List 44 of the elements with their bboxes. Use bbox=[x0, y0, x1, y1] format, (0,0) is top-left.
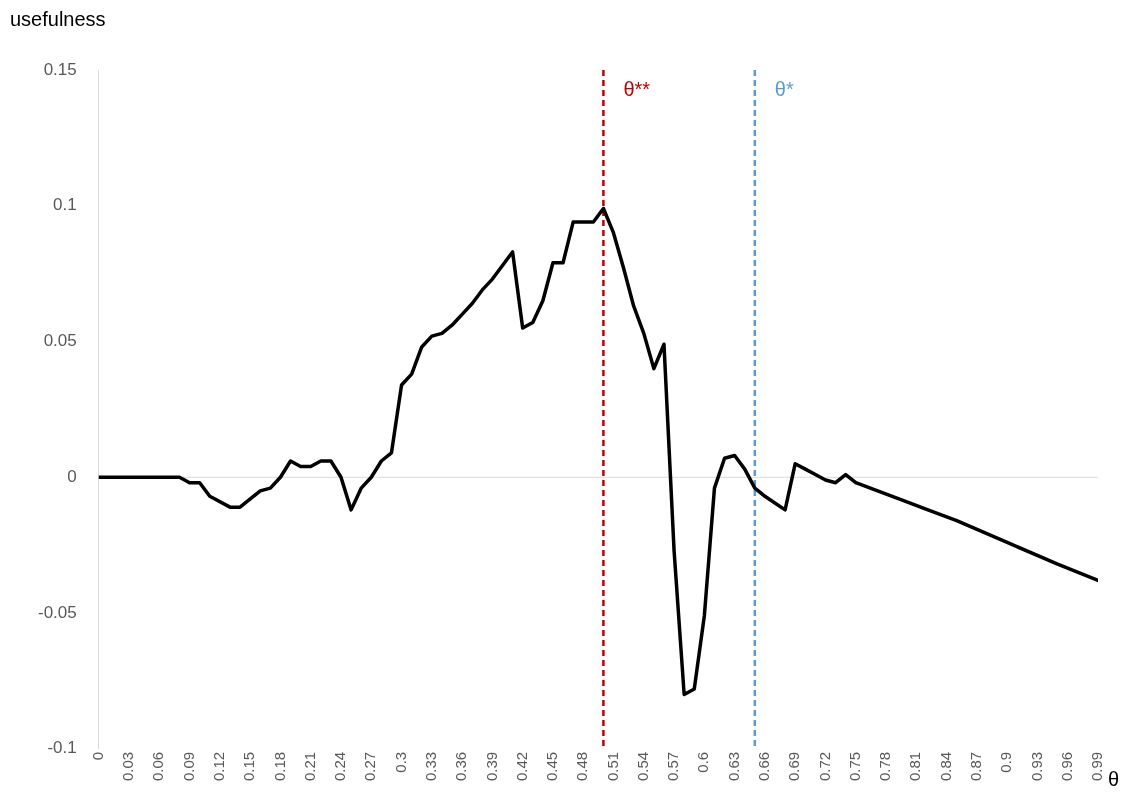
x-tick-label: 0.18 bbox=[270, 751, 288, 782]
x-tick-label: 0.03 bbox=[119, 751, 137, 782]
x-tick-label: 0.63 bbox=[724, 751, 742, 782]
y-tick-label: 0.15 bbox=[43, 59, 77, 79]
y-axis-title: usefulness bbox=[10, 7, 106, 30]
x-tick-label: 0.81 bbox=[906, 751, 924, 782]
x-tick-label: 0.9 bbox=[997, 751, 1015, 773]
x-tick-label: 0.48 bbox=[573, 751, 591, 782]
x-tick-label: 0.42 bbox=[512, 751, 530, 782]
x-tick-label: 0.15 bbox=[240, 751, 258, 782]
x-tick-label: 0.84 bbox=[936, 751, 954, 782]
x-tick-label: 0.12 bbox=[210, 751, 228, 782]
x-tick-label: 0.72 bbox=[815, 751, 833, 782]
y-tick-label: 0 bbox=[67, 466, 77, 486]
y-tick-label: 0.1 bbox=[53, 195, 77, 215]
x-tick-label: 0.69 bbox=[785, 751, 803, 782]
x-tick-label: 0.27 bbox=[361, 751, 379, 782]
y-tick-label: -0.05 bbox=[38, 602, 77, 622]
x-tick-label: 0.24 bbox=[331, 751, 349, 782]
x-tick-label: 0.96 bbox=[1057, 751, 1075, 782]
x-tick-label: 0.75 bbox=[845, 751, 863, 782]
x-tick-label: 0 bbox=[88, 751, 106, 761]
x-tick-label: 0.57 bbox=[664, 751, 682, 782]
x-tick-label: 0.21 bbox=[300, 751, 318, 782]
x-tick-label: 0.06 bbox=[149, 751, 167, 782]
x-tick-label: 0.36 bbox=[452, 751, 470, 782]
x-tick-label: 0.87 bbox=[967, 751, 985, 782]
x-tick-label: 0.6 bbox=[694, 751, 712, 773]
x-tick-label: 0.45 bbox=[543, 751, 561, 782]
x-tick-label: 0.78 bbox=[876, 751, 894, 782]
x-tick-label: 0.09 bbox=[179, 751, 197, 782]
x-tick-label: 0.54 bbox=[633, 751, 651, 782]
ref-line-label: θ* bbox=[774, 77, 794, 100]
x-tick-label: 0.3 bbox=[391, 751, 409, 773]
x-tick-label: 0.66 bbox=[755, 751, 773, 782]
x-axis-title: θ bbox=[1108, 768, 1120, 791]
x-tick-label: 0.99 bbox=[1088, 751, 1106, 782]
x-tick-label: 0.93 bbox=[1027, 751, 1045, 782]
y-tick-label: -0.1 bbox=[47, 738, 77, 758]
ref-line-label: θ** bbox=[623, 77, 651, 100]
x-tick-label: 0.51 bbox=[603, 751, 621, 782]
x-tick-label: 0.39 bbox=[482, 751, 500, 782]
x-tick-label: 0.33 bbox=[421, 751, 439, 782]
y-tick-label: 0.05 bbox=[43, 331, 77, 351]
